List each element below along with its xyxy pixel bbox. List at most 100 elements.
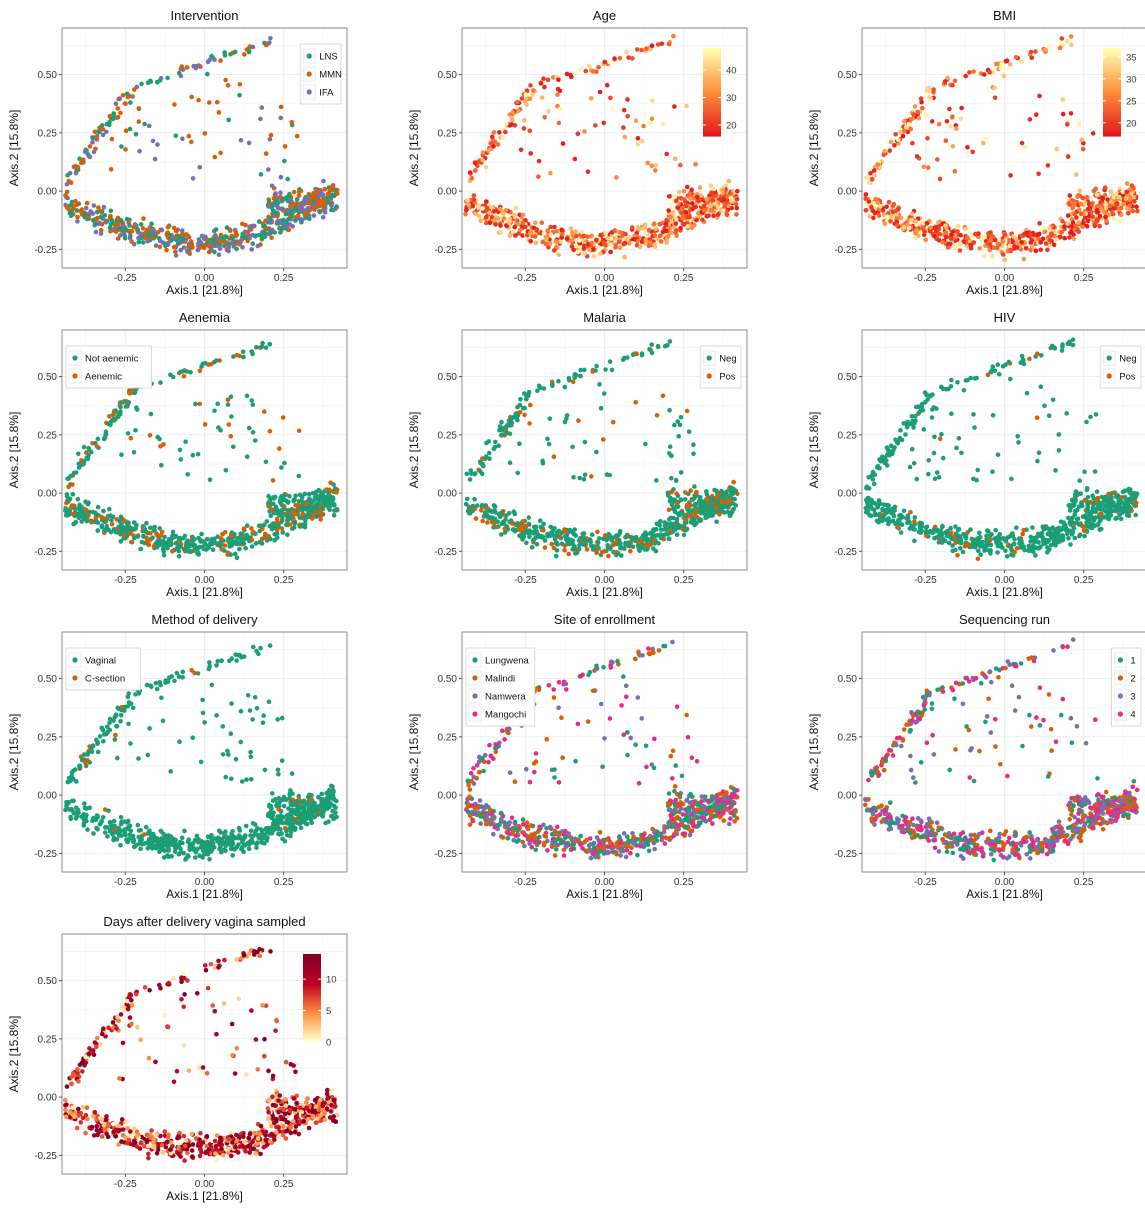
scatter-point [570,538,576,544]
scatter-point [83,507,89,513]
scatter-point [672,422,677,428]
scatter-point [280,530,286,535]
scatter-point [735,188,740,194]
scatter-point [1117,194,1122,200]
scatter-point [987,70,992,75]
scatter-point [678,470,684,475]
scatter-point [73,470,79,475]
scatter-point [98,208,103,214]
scatter-point [1083,211,1089,217]
colorbar-segment [703,74,721,78]
scatter-point [226,242,232,247]
scatter-point [512,511,518,517]
scatter-point [632,237,637,242]
scatter-point [223,468,229,473]
scatter-point [207,477,213,483]
scatter-point [263,42,269,48]
scatter-point [551,75,556,80]
scatter-point [278,206,284,211]
scatter-point [491,144,496,149]
scatter-point [633,400,638,405]
scatter-point [645,160,650,166]
scatter-point [297,515,303,520]
scatter-point [485,205,490,211]
colorbar-segment [1103,107,1121,111]
x-tick-label: -0.25 [114,273,137,284]
scatter-point [1066,206,1072,211]
chart-title: Aenemia [179,310,231,325]
scatter-point [630,225,635,230]
scatter-point [885,502,890,508]
scatter-point [979,237,984,243]
scatter-point [1064,531,1070,537]
colorbar-label: 40 [726,66,737,77]
scatter-point [634,351,639,357]
scatter-point [946,540,952,546]
colorbar-segment [1103,74,1121,78]
scatter-point [953,524,958,529]
scatter-point [884,204,889,210]
scatter-point [622,546,627,551]
scatter-point [1072,535,1078,541]
scatter-point [542,545,548,550]
colorbar-label: 20 [1126,118,1137,129]
y-axis-label: Axis.2 [15.8%] [7,110,21,187]
scatter-point [633,118,639,124]
scatter-point [93,512,99,517]
scatter-point [1036,171,1041,177]
scatter-point [729,491,735,497]
scatter-point [647,346,652,352]
scatter-point [290,224,296,229]
scatter-point [670,210,676,215]
scatter-point [522,412,527,418]
scatter-point [250,402,256,408]
scatter-point [1103,202,1108,207]
scatter-point [605,235,610,241]
scatter-point [1071,236,1077,241]
scatter-point [637,539,642,545]
scatter-point [509,521,515,526]
scatter-point [919,528,924,534]
scatter-point [93,229,99,235]
colorbar-segment [703,111,721,115]
scatter-point [956,526,962,532]
scatter-point [1013,55,1019,60]
scatter-point [650,98,655,104]
scatter-point [88,209,93,214]
scatter-point [929,119,935,124]
scatter-point [881,212,887,217]
scatter-point [309,516,315,521]
scatter-point [258,172,264,177]
scatter-point [117,519,123,524]
scatter-point [1082,200,1088,205]
scatter-point [116,411,121,417]
scatter-point [577,542,582,548]
scatter-point [195,451,201,457]
scatter-point [1097,213,1103,219]
scatter-point [87,154,93,160]
scatter-point [1043,241,1049,246]
scatter-point [678,195,684,201]
scatter-point [260,536,265,542]
colorbar-segment [1103,59,1121,62]
legend-swatch [72,355,78,361]
scatter-point [710,498,715,503]
scatter-point [315,198,321,204]
scatter-point [150,138,156,144]
scatter-point [285,508,291,513]
scatter-point [68,473,73,479]
scatter-point [720,208,726,214]
scatter-point [989,532,994,537]
scatter-point [212,154,218,160]
scatter-point [76,515,82,521]
scatter-point [109,221,115,226]
scatter-point [249,544,255,549]
scatter-point [929,530,935,535]
scatter-point [958,232,963,238]
scatter-point [95,528,100,533]
scatter-point [256,523,262,529]
scatter-point [619,553,624,558]
scatter-point [664,217,669,223]
colorbar-label: 30 [1126,74,1137,85]
